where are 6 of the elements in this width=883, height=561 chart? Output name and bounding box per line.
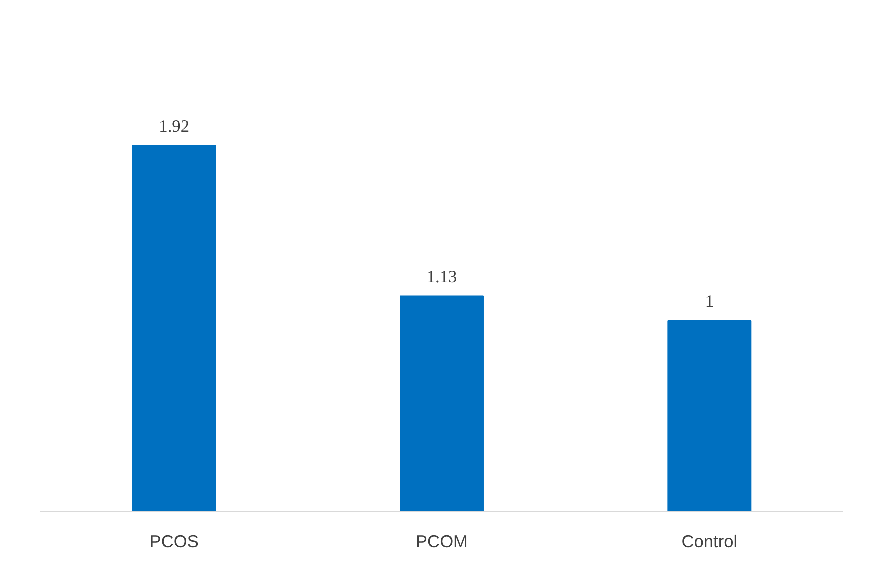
x-tick-label: Control <box>682 532 738 552</box>
x-tick-label: PCOS <box>150 532 199 552</box>
data-label: 1.92 <box>159 116 190 136</box>
data-label: 1 <box>705 292 714 312</box>
data-label: 1.13 <box>426 267 458 286</box>
x-tick-label: PCOM <box>416 532 468 552</box>
